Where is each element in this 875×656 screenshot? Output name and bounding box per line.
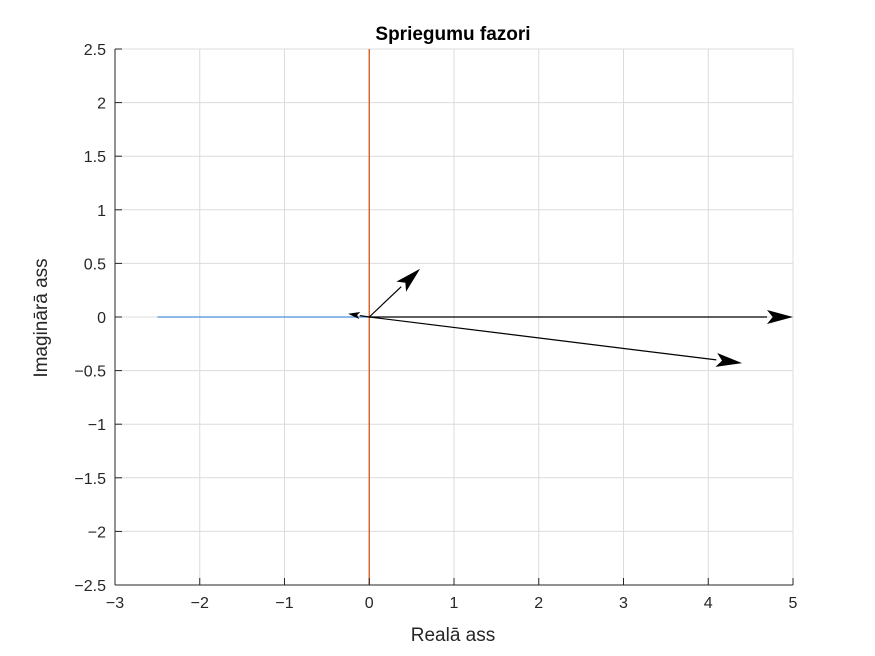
y-tick-label: 1.5 bbox=[84, 149, 106, 166]
x-tick-label: −3 bbox=[106, 595, 124, 612]
phasor-shaft-4 bbox=[359, 314, 370, 318]
y-tick-label: 2 bbox=[97, 96, 106, 113]
x-tick-label: 0 bbox=[365, 595, 374, 612]
x-tick-labels: −3 −2 −1 0 1 2 3 4 5 bbox=[106, 595, 798, 612]
y-tick-label: −1.5 bbox=[74, 471, 106, 488]
y-tick-label: 0 bbox=[97, 310, 106, 327]
y-axis-title: Imaginārā ass bbox=[31, 258, 52, 377]
x-tick-label: 5 bbox=[789, 595, 798, 612]
phasor-head-2 bbox=[715, 352, 743, 367]
phasor-shaft-2 bbox=[369, 316, 717, 361]
x-tick-label: 3 bbox=[619, 595, 628, 612]
x-tick-label: 1 bbox=[450, 595, 459, 612]
x-axis-title: Realā ass bbox=[411, 625, 496, 646]
phasor-head-3 bbox=[396, 268, 421, 292]
y-tick-label: 1 bbox=[97, 203, 106, 220]
grid bbox=[114, 48, 794, 586]
x-tick-label: −1 bbox=[275, 595, 293, 612]
phasor-head-1 bbox=[767, 310, 793, 324]
chart-title: Spriegumu fazori bbox=[375, 24, 530, 45]
y-tick-label: 0.5 bbox=[84, 256, 106, 273]
x-tick-label: 2 bbox=[534, 595, 543, 612]
y-tick-label: −2.5 bbox=[74, 578, 106, 595]
phasor-shaft-3 bbox=[368, 286, 402, 318]
y-tick-label: −1 bbox=[88, 417, 106, 434]
axes bbox=[114, 48, 794, 586]
phasor-arrows bbox=[348, 268, 793, 367]
y-tick-label: −0.5 bbox=[74, 364, 106, 381]
x-tick-label: 4 bbox=[704, 595, 713, 612]
phasor-head-4 bbox=[348, 312, 361, 320]
y-tick-label: −2 bbox=[88, 524, 106, 541]
x-tick-label: −2 bbox=[191, 595, 209, 612]
y-tick-label: 2.5 bbox=[84, 42, 106, 59]
y-tick-labels: 2.5 2 1.5 1 0.5 0 −0.5 −1 −1.5 −2 −2.5 bbox=[74, 42, 106, 595]
